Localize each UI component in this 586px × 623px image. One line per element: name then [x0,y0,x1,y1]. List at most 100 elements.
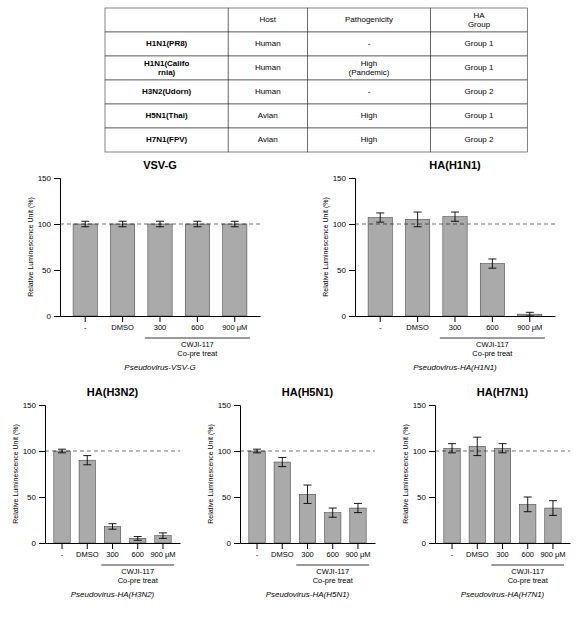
bracket [101,565,174,566]
plot-area [60,221,260,316]
error-cap [278,466,286,467]
y-axis-line [429,406,436,544]
table-text: High(Pandemic) [349,59,390,77]
x-tick-label: 900 μM [517,323,542,332]
x-tick-mark [162,543,163,549]
bar [104,526,120,543]
error-line [197,221,198,227]
error-cap [488,268,496,269]
bar [79,460,95,543]
annotation: CWJI-117Co-pre treat [313,567,354,585]
y-tick-label: 50 [222,493,231,502]
x-tick-label: 900 μM [345,550,370,559]
x-tick-mark [234,316,235,322]
error-line [332,508,333,517]
y-tick-label: 150 [38,174,52,183]
x-axis-title: Pseudovirus-HA(H3N2) [71,590,155,599]
bar [405,219,429,316]
bar-chart: 050100150-DMSO300600900 μMHA(H3N2)Relati… [12,386,181,599]
error-bar [109,524,117,530]
y-tick: 0 [342,312,355,321]
x-axis-title: Pseudovirus-HA(H1N1) [413,363,497,372]
table-text: Host [260,15,277,24]
x-tick-label: DMSO [111,323,134,332]
error-cap [451,221,459,222]
error-line [502,444,503,453]
x-tick-label: 300 [106,550,119,559]
error-line [552,501,553,516]
bar [325,513,341,543]
error-cap [329,508,337,509]
table-cell [105,56,228,80]
error-line [122,221,123,227]
y-tick: 150 [333,174,355,183]
x-tick: - [84,316,87,332]
table-cell [431,128,528,152]
error-cap [451,212,459,213]
y-tick-label: 100 [413,447,427,456]
error-cap [499,443,507,444]
x-tick-mark [417,316,418,322]
table-cell [105,32,228,56]
error-line [529,312,530,316]
x-tick: - [256,543,259,559]
bar [444,448,460,543]
y-tick-label: 0 [227,539,232,548]
error-bar [83,456,91,465]
x-tick-mark [62,543,63,549]
error-line [417,212,418,227]
error-line [380,213,381,222]
error-cap [526,316,534,317]
error-cap [329,517,337,518]
y-axis: 050100150 [23,401,46,548]
error-cap [376,212,384,213]
x-tick-mark [160,316,161,322]
x-tick: 600 [486,316,499,332]
bar [494,448,510,543]
table-text: H1N1(California) [144,59,189,77]
error-bar [526,312,534,316]
error-cap [109,529,117,530]
x-tick: 900 μM [517,316,542,332]
bar [185,224,209,316]
table-cell [307,56,430,80]
y-tick-mark [54,270,60,271]
y-tick-mark [39,543,45,544]
reference-line [435,451,570,452]
error-bar [376,213,384,222]
table-text: Group 1 [465,63,494,72]
error-cap [354,512,362,513]
error-line [477,437,478,455]
x-tick-label: 300 [496,550,509,559]
y-axis-line [39,406,46,544]
error-cap [524,511,532,512]
chart-title: HA(H7N1) [477,386,529,398]
error-cap [83,455,91,456]
table-cell [228,56,307,80]
bracket [145,338,250,339]
x-tick-label: DMSO [466,550,489,559]
bracket [296,565,369,566]
error-bar [329,508,337,517]
x-tick-mark [452,543,453,549]
error-line [112,524,113,530]
table-text: HAGroup [468,11,491,29]
error-cap [448,452,456,453]
error-line [455,212,456,221]
error-cap [524,497,532,498]
error-line [307,485,308,503]
x-tick-label: 300 [449,323,462,332]
y-tick: 0 [422,539,435,548]
table-cell [105,8,228,32]
figure: HostPathogenicityHAGroupH1N1(PR8)Human-G… [0,0,586,623]
error-cap [58,452,66,453]
table-text: Group 2 [465,135,494,144]
x-tick-label: 300 [301,550,314,559]
error-line [162,533,163,539]
x-tick-label: - [379,323,382,332]
bar-chart: 050100150-DMSO300600900 μMHA(H1N1)Relati… [322,159,556,372]
x-tick-label: DMSO [271,550,294,559]
table-text: Avian [258,111,278,120]
bracket [440,338,545,339]
x-tick: 600 [521,543,534,559]
